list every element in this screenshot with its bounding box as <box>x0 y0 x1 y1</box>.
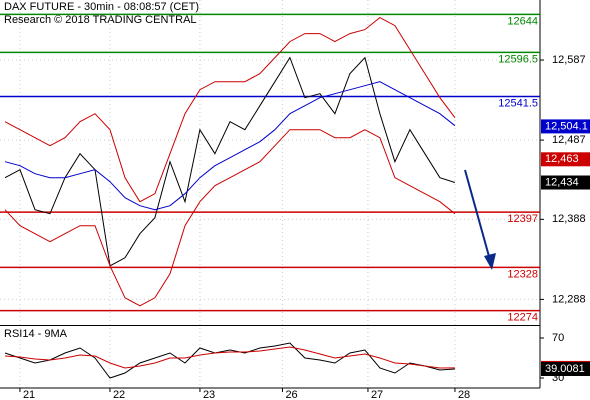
series-line <box>4 346 455 369</box>
level-label: 12596.5 <box>498 53 538 65</box>
x-tick-label: 28 <box>458 389 470 400</box>
y-tick-label: 12,288 <box>552 293 586 305</box>
level-label: 12397 <box>507 213 538 225</box>
price-tag <box>541 119 590 134</box>
price-tag <box>541 175 590 190</box>
series-line <box>4 17 456 203</box>
chart-subtitle: Research © 2018 TRADING CENTRAL <box>4 14 197 26</box>
level-label: 12644 <box>507 15 538 27</box>
series-line <box>4 342 455 379</box>
price-tag <box>541 152 590 167</box>
price-tag-label: 39.0081 <box>545 363 585 375</box>
x-tick-label: 27 <box>371 389 383 400</box>
x-tick-label: 22 <box>113 389 125 400</box>
y-tick-label: 12,587 <box>552 54 586 66</box>
level-label: 12328 <box>507 268 538 280</box>
price-tag-label: 12,463 <box>545 153 579 165</box>
series-line <box>4 129 456 307</box>
price-tag-label: 12,504.1 <box>545 120 588 132</box>
forecast-arrow <box>464 169 496 270</box>
y-tick-label: 70 <box>552 332 564 344</box>
y-tick-label: 12,487 <box>552 134 586 146</box>
chart-title: DAX FUTURE - 30min - 08:08:57 (CET) <box>4 1 199 13</box>
x-tick-label: 21 <box>23 389 35 400</box>
price-tag-label: 12,434 <box>545 176 579 188</box>
level-label: 12274 <box>507 311 538 323</box>
x-tick-label: 26 <box>285 389 297 400</box>
x-tick-label: 23 <box>203 389 215 400</box>
y-tick-label: 12,388 <box>552 213 586 225</box>
rsi-title: RSI14 - 9MA <box>4 328 68 340</box>
series-line <box>4 56 456 267</box>
level-label: 12541.5 <box>498 97 538 109</box>
series-line <box>4 81 456 211</box>
price-tag <box>541 361 590 376</box>
